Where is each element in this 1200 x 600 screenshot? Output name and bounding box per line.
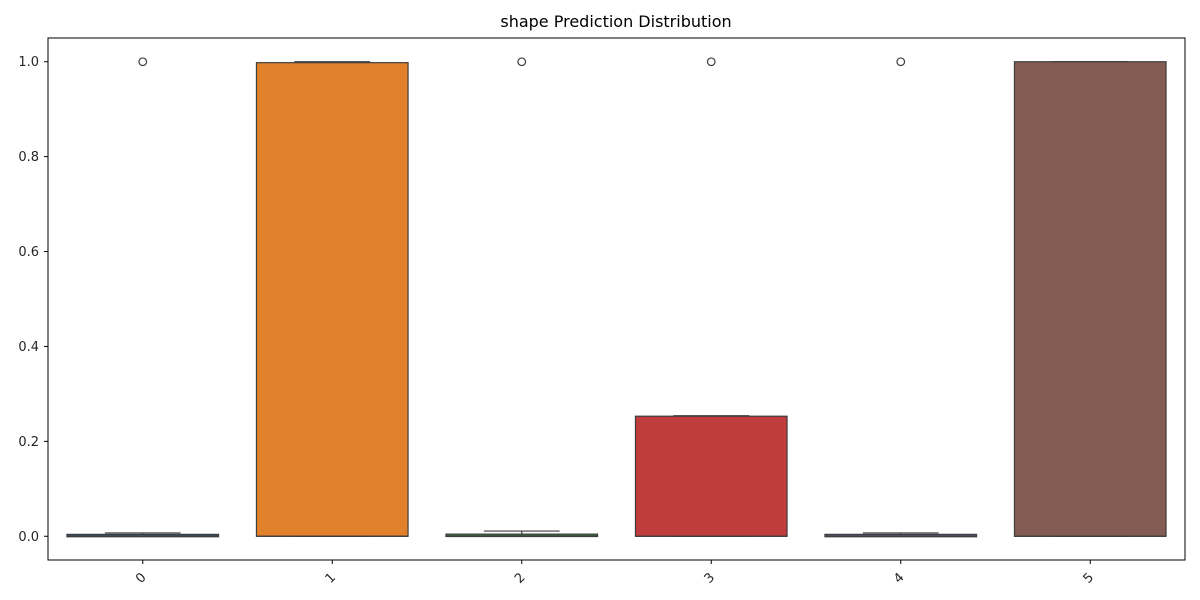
box-group-3	[634, 57, 788, 537]
box-group-2	[445, 57, 599, 538]
box-group-1	[255, 61, 409, 537]
x-axis: 0 1 2 3 4 5	[133, 560, 1097, 587]
x-tick-label: 5	[1081, 570, 1097, 586]
x-tick-label: 4	[891, 570, 907, 586]
outlier-point	[706, 57, 716, 67]
x-tick-label: 1	[323, 570, 339, 586]
x-tick-label: 3	[702, 570, 718, 586]
chart-title: shape Prediction Distribution	[500, 12, 731, 31]
outlier-point	[896, 57, 906, 67]
y-tick-label: 0.0	[18, 530, 39, 545]
y-tick-label: 0.6	[18, 245, 39, 260]
box-5	[1013, 61, 1167, 537]
box-3	[634, 415, 788, 537]
outlier-point	[138, 57, 148, 67]
x-tick-label: 0	[133, 570, 149, 586]
box-group-4	[824, 57, 978, 538]
x-tick-label: 2	[512, 570, 528, 586]
box-group-5	[1013, 61, 1167, 537]
y-tick-label: 1.0	[18, 55, 39, 70]
y-tick-label: 0.2	[18, 435, 39, 450]
y-axis: 0.0 0.2 0.4 0.6 0.8 1.0	[18, 55, 48, 545]
y-tick-label: 0.8	[18, 150, 39, 165]
box-1	[255, 62, 409, 537]
y-tick-label: 0.4	[18, 340, 39, 355]
outlier-point	[517, 57, 527, 67]
box-group-0	[66, 57, 220, 538]
plot-frame	[47, 37, 1186, 561]
plot-area	[66, 57, 1167, 538]
